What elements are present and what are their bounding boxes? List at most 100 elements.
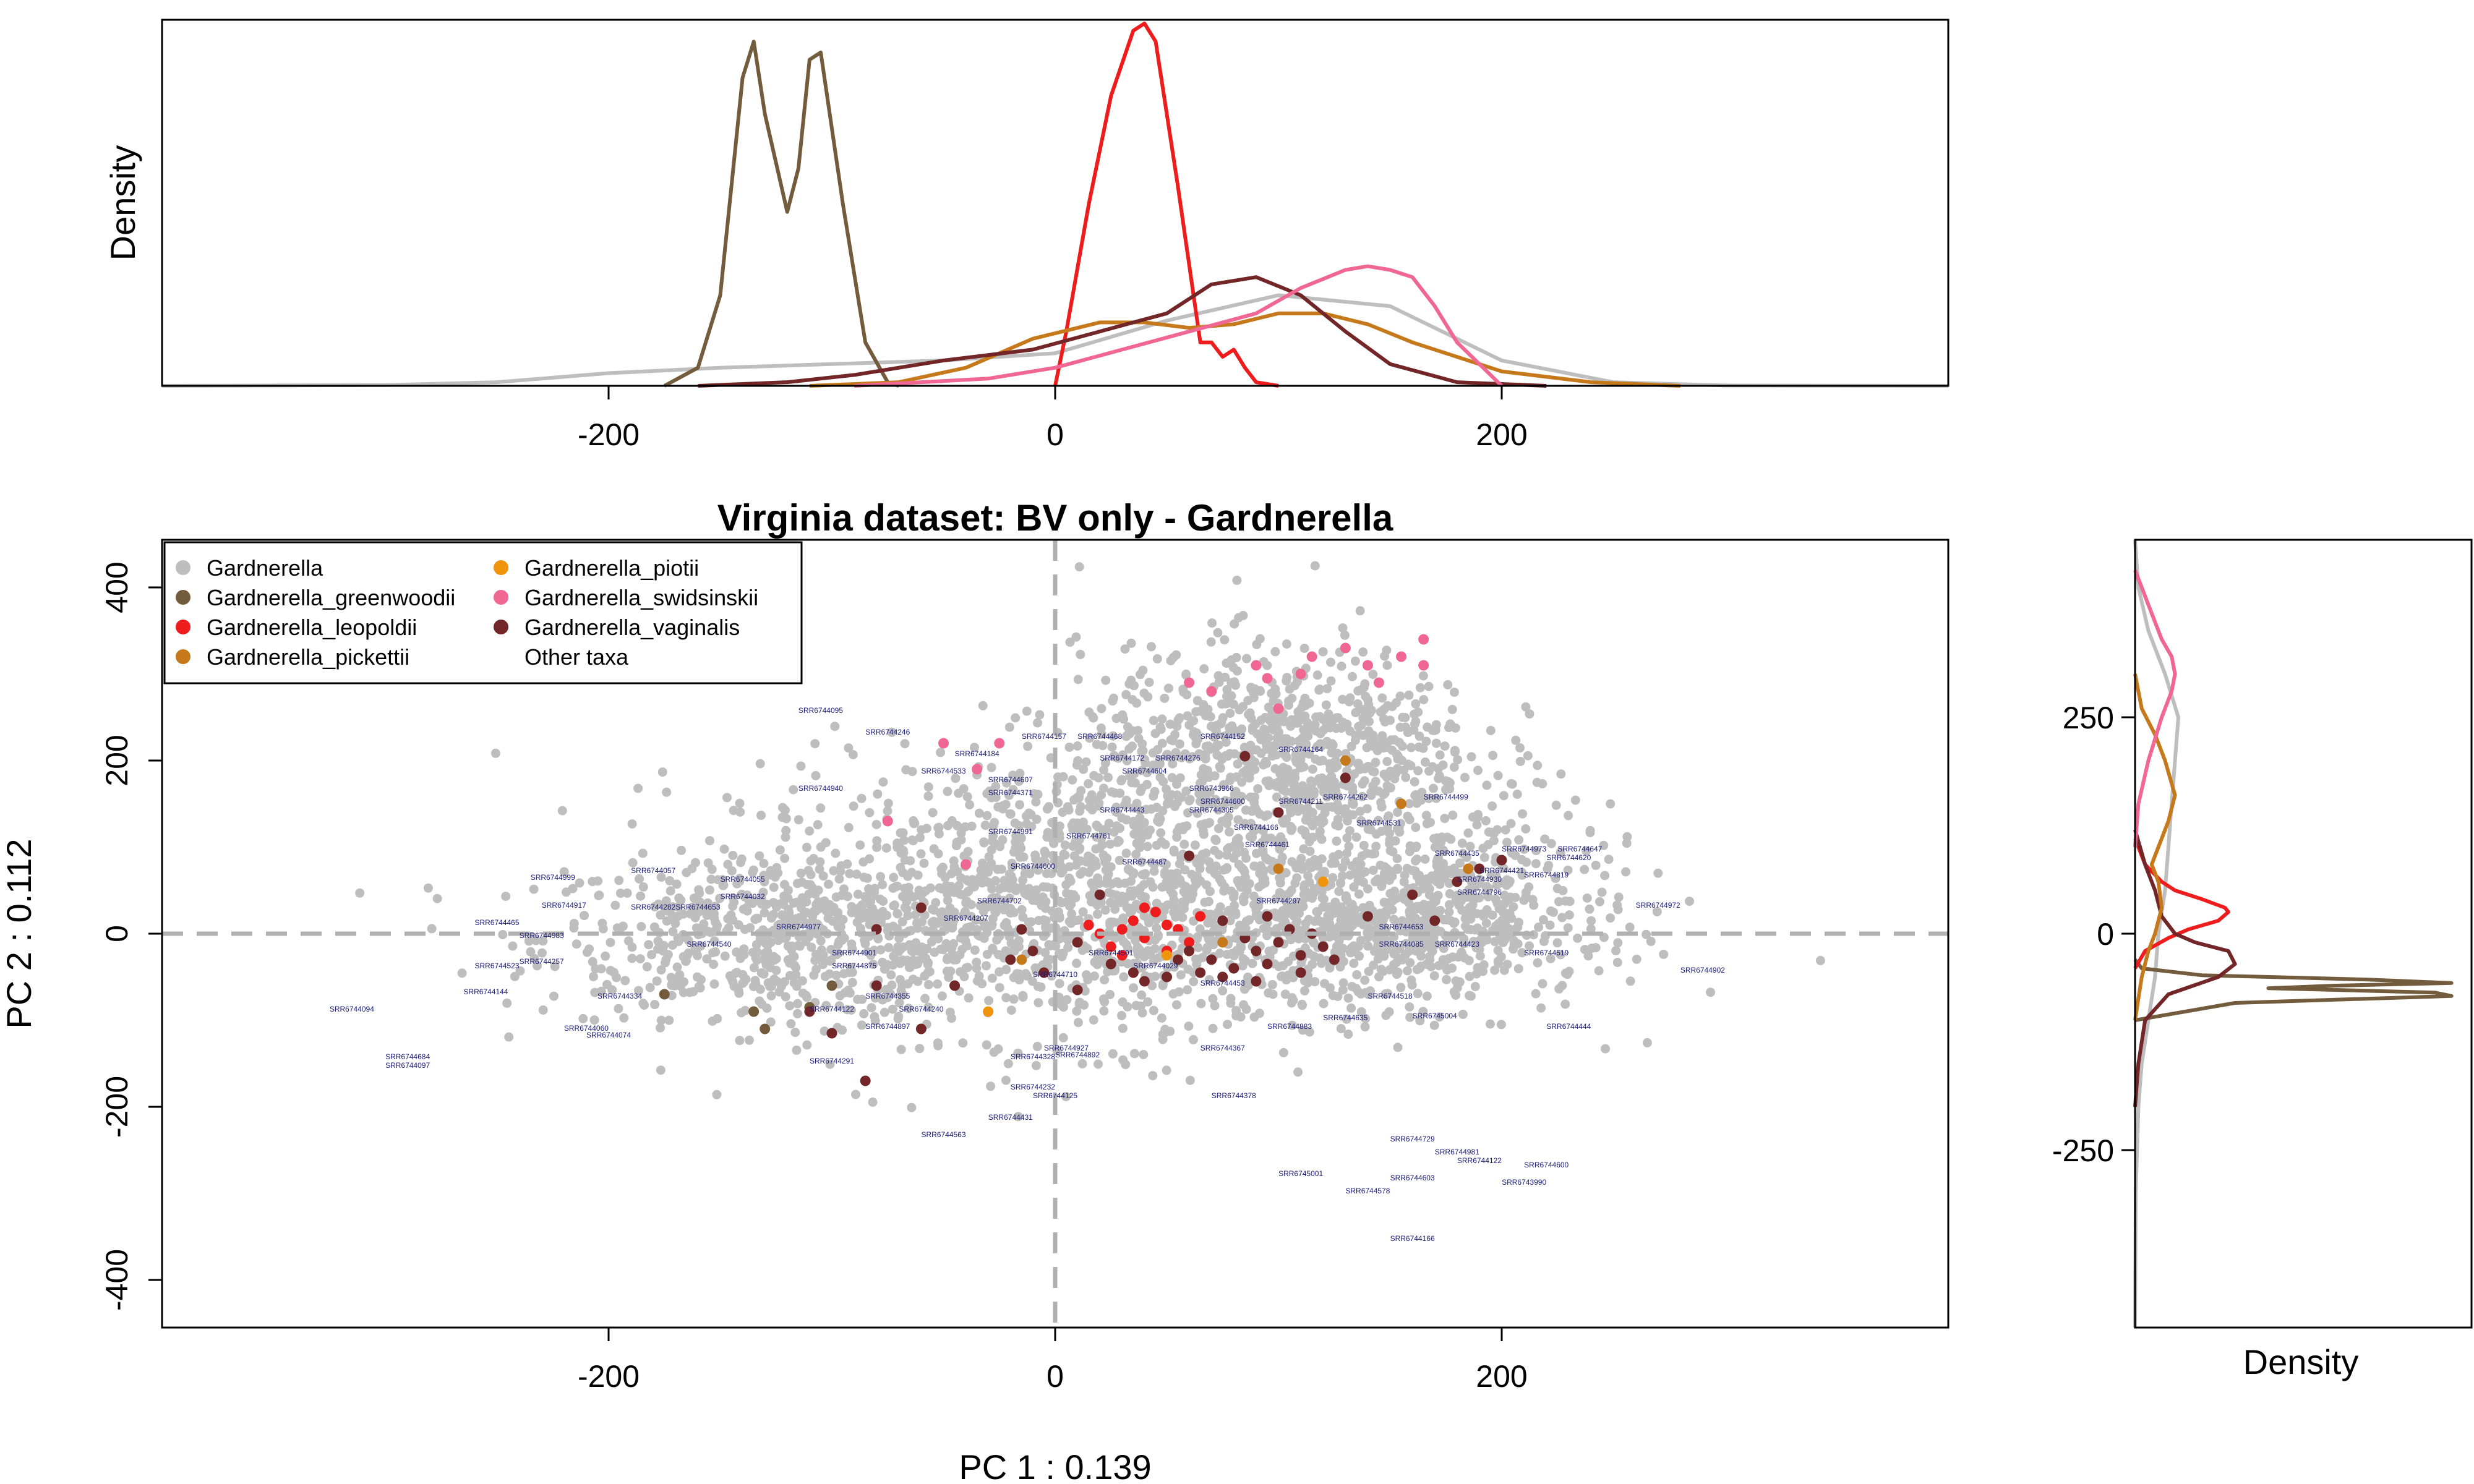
gardnerella-point <box>706 927 716 937</box>
gardnerella-point <box>988 831 998 841</box>
gardnerella-point <box>1385 965 1395 974</box>
gardnerella-vaginalis-point <box>1217 971 1228 983</box>
gardnerella-point <box>1175 823 1184 832</box>
gardnerella-point <box>1150 971 1160 981</box>
gardnerella-point <box>1126 908 1136 918</box>
gardnerella-point <box>1374 816 1383 825</box>
gardnerella-point <box>1096 834 1106 844</box>
gardnerella-point <box>1472 820 1482 830</box>
sample-label: SRR6744435 <box>1435 849 1479 858</box>
gardnerella-point <box>596 986 606 996</box>
gardnerella-point <box>744 1035 754 1045</box>
gardnerella-point <box>1594 966 1604 976</box>
gardnerella-point <box>1139 911 1149 921</box>
gardnerella-point <box>1424 793 1434 803</box>
gardnerella-point <box>1129 769 1139 778</box>
gardnerella-point <box>833 908 843 918</box>
gardnerella-point <box>1172 722 1182 731</box>
gardnerella-point <box>538 936 548 946</box>
gardnerella-point <box>1382 781 1392 791</box>
gardnerella-point <box>1239 891 1249 901</box>
gardnerella-point <box>1390 735 1400 744</box>
scatter-panel: Virginia dataset: BV only - Gardnerella … <box>0 497 1950 1484</box>
gardnerella-point <box>707 864 717 874</box>
gardnerella-point <box>1310 977 1320 987</box>
gardnerella-point <box>1225 709 1235 718</box>
gardnerella-point <box>1483 892 1493 902</box>
gardnerella-point <box>1137 857 1146 867</box>
right-y-tick-label: 250 <box>2063 701 2114 735</box>
gardnerella-leopoldii-point <box>1139 902 1150 913</box>
gardnerella-point <box>606 937 615 947</box>
legend-box <box>163 541 803 684</box>
gardnerella-point <box>588 877 597 887</box>
gardnerella-point <box>1486 1019 1495 1029</box>
sample-label: SRR6744057 <box>631 866 675 875</box>
gardnerella-point <box>923 791 933 801</box>
gardnerella-point <box>847 968 857 977</box>
gardnerella-point <box>1517 948 1527 958</box>
gardnerella-point <box>1015 769 1025 778</box>
gardnerella-point <box>1502 837 1512 847</box>
gardnerella-point <box>1360 975 1370 985</box>
gardnerella-point <box>1180 865 1190 875</box>
gardnerella-point <box>1149 866 1159 876</box>
gardnerella-point <box>1225 827 1234 837</box>
gardnerella-point <box>1321 700 1331 710</box>
gardnerella-point <box>1058 1033 1068 1043</box>
gardnerella-point <box>1078 907 1088 917</box>
gardnerella-point <box>1397 741 1407 751</box>
gardnerella-piotii-point <box>1317 876 1329 887</box>
gardnerella-point <box>1281 796 1290 806</box>
gardnerella-point <box>828 916 837 926</box>
gardnerella-point <box>1196 999 1206 1009</box>
gardnerella-point <box>1179 688 1189 697</box>
gardnerella-point <box>982 950 992 959</box>
gardnerella-point <box>1149 791 1158 801</box>
gardnerella-point <box>1223 1020 1232 1030</box>
gardnerella-point <box>693 908 703 917</box>
gardnerella-point <box>1444 777 1453 787</box>
gardnerella-point <box>1492 898 1502 908</box>
gardnerella-point <box>735 798 745 808</box>
gardnerella-point <box>1415 1016 1425 1026</box>
gardnerella-point <box>1001 946 1011 956</box>
sample-label: SRR6744291 <box>810 1057 854 1065</box>
gardnerella-point <box>1231 787 1241 796</box>
gardnerella-point <box>1298 1025 1308 1035</box>
gardnerella-point <box>1450 747 1460 757</box>
gardnerella-point <box>1123 958 1132 968</box>
gardnerella-point <box>793 1009 802 1018</box>
gardnerella-point <box>1422 819 1432 829</box>
gardnerella-point <box>815 864 824 874</box>
gardnerella-point <box>1371 757 1380 767</box>
gardnerella-point <box>619 1013 629 1023</box>
gardnerella-point <box>751 979 761 989</box>
sample-label: SRR6743990 <box>1502 1178 1546 1187</box>
gardnerella-leopoldii-point <box>1184 937 1195 948</box>
gardnerella-point <box>1123 1002 1132 1012</box>
gardnerella-point <box>865 854 875 864</box>
gardnerella-point <box>1131 850 1141 859</box>
gardnerella-point <box>1468 907 1478 917</box>
gardnerella-point <box>1239 882 1249 892</box>
gardnerella-point <box>977 878 987 888</box>
gardnerella-point <box>1170 873 1179 883</box>
gardnerella-point <box>766 991 776 1000</box>
gardnerella-point <box>816 945 826 955</box>
gardnerella-point <box>1351 832 1361 842</box>
gardnerella-point <box>863 947 873 957</box>
gardnerella-point <box>1406 761 1416 770</box>
gardnerella-point <box>1490 937 1500 947</box>
gardnerella-point <box>1129 1049 1139 1059</box>
gardnerella-point <box>1317 854 1327 864</box>
gardnerella-point <box>1122 756 1132 765</box>
gardnerella-point <box>1377 879 1387 889</box>
gardnerella-point <box>678 987 688 997</box>
gardnerella-point <box>622 888 632 898</box>
gardnerella-point <box>1108 731 1118 741</box>
gardnerella-point <box>1440 814 1450 824</box>
gardnerella-point <box>729 897 739 907</box>
gardnerella-point <box>1465 991 1474 1000</box>
